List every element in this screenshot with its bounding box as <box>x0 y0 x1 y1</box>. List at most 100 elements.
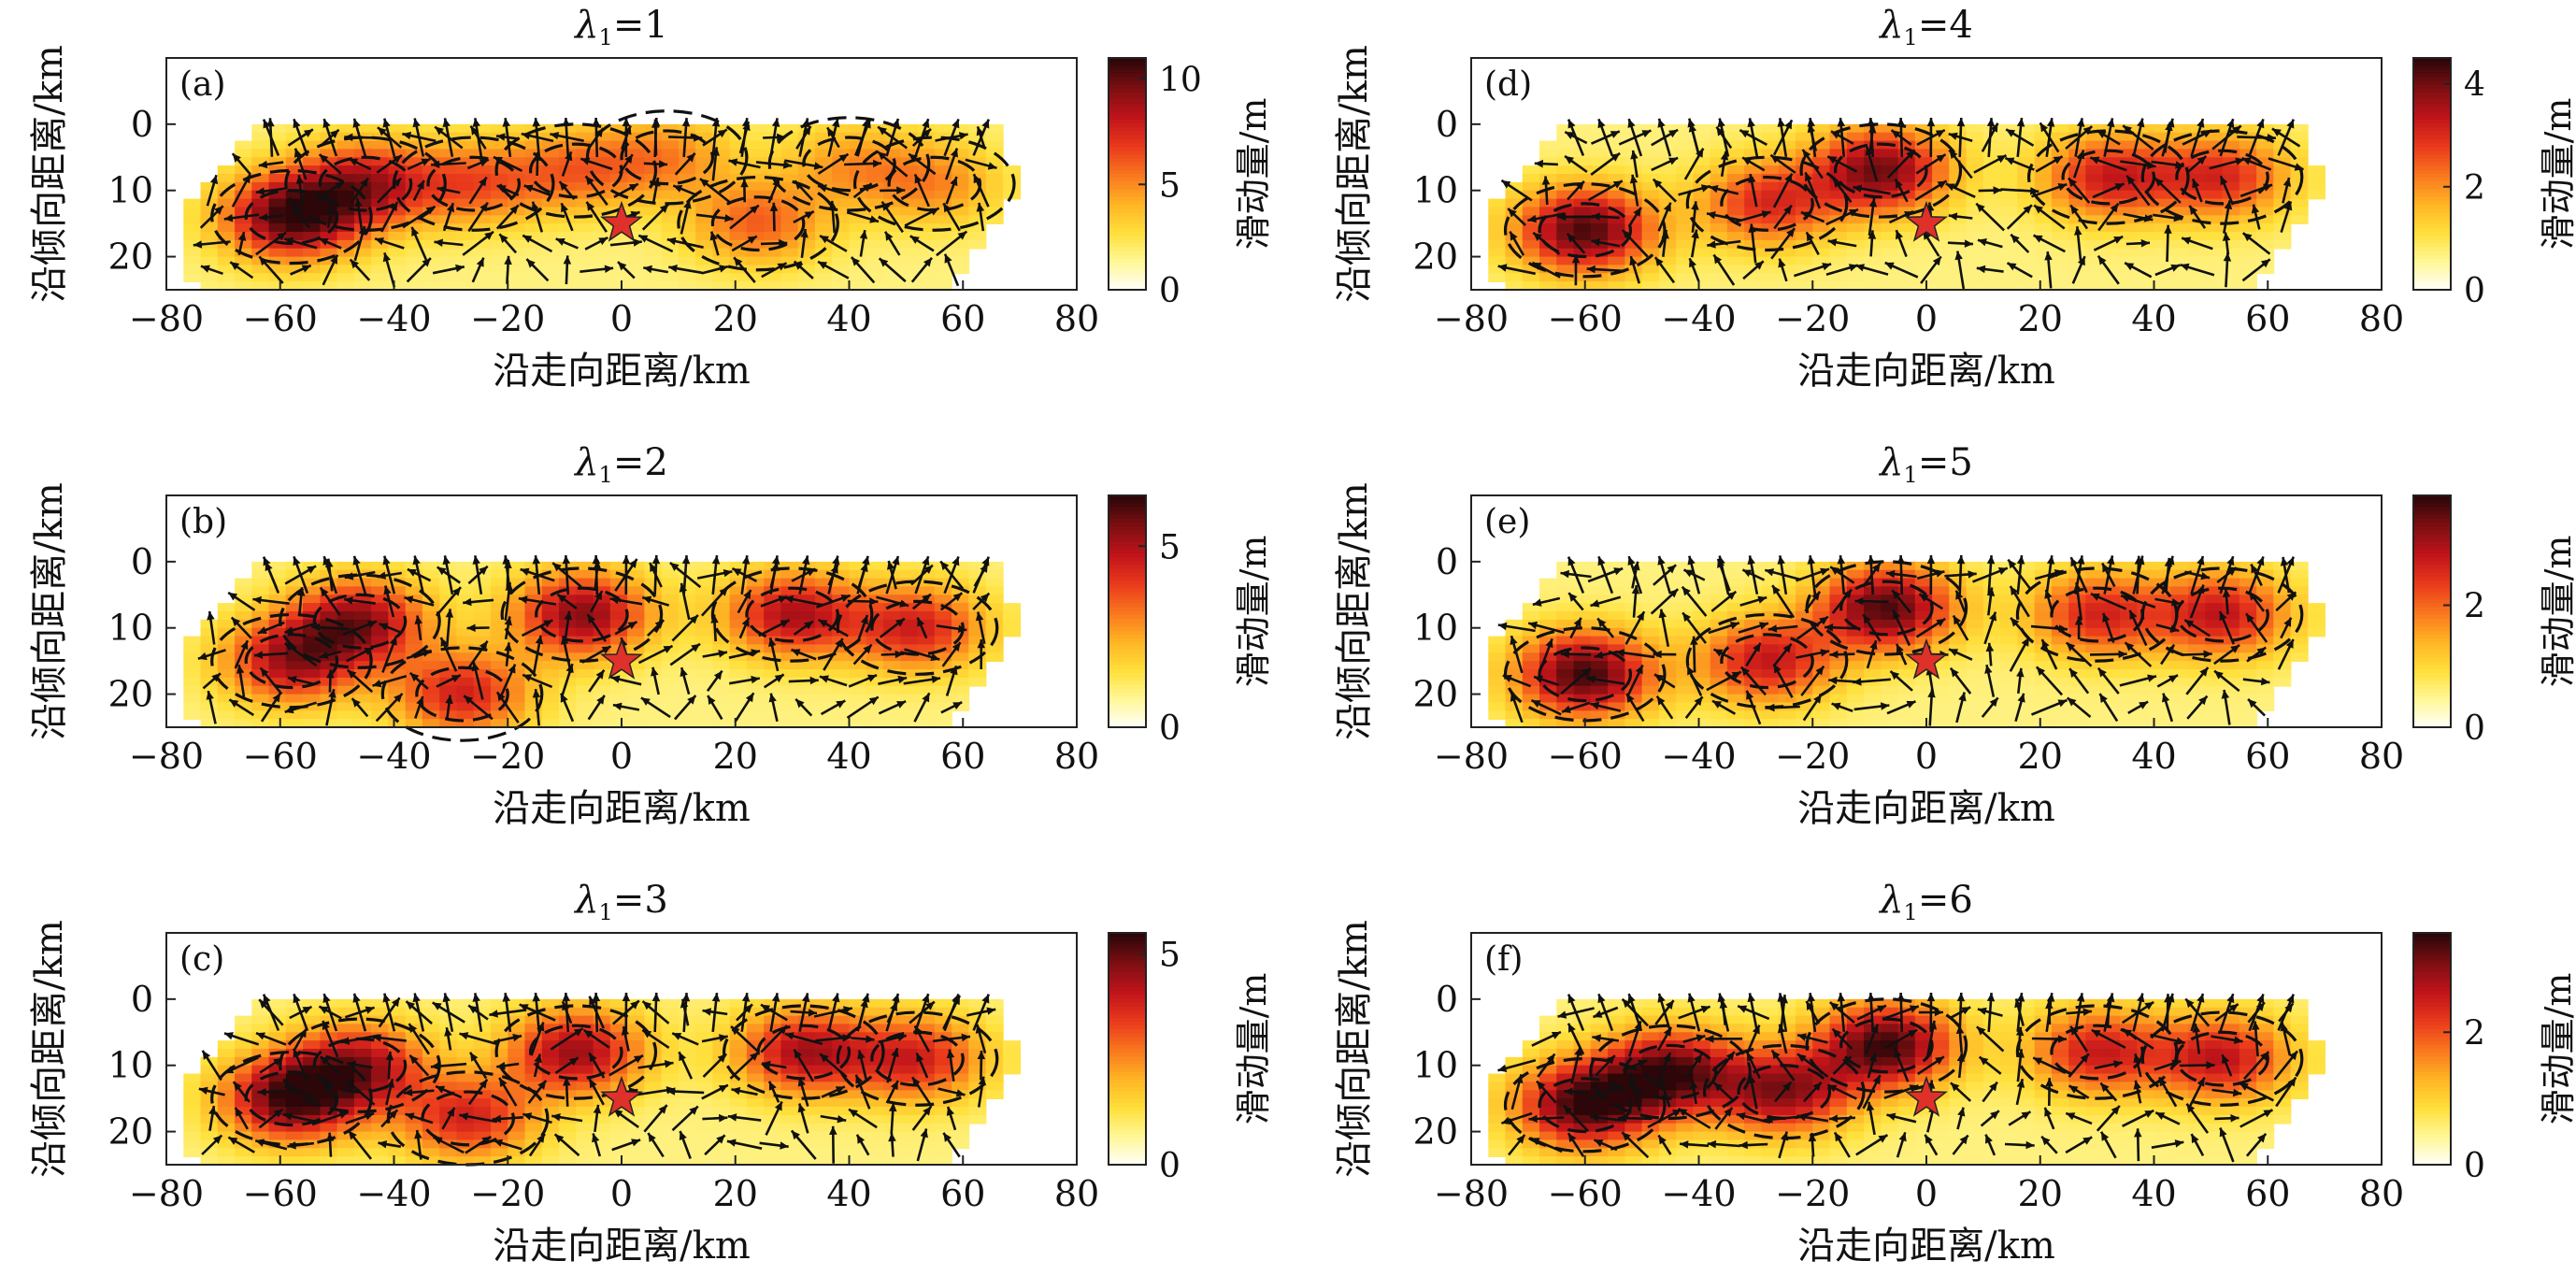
colorbar-segment <box>1109 254 1146 260</box>
slip-cell <box>1932 198 1951 208</box>
slip-cell <box>336 1032 355 1041</box>
colorbar-segment <box>1109 138 1146 144</box>
slip-cell <box>251 149 270 159</box>
title-symbol: λ <box>573 879 598 922</box>
slip-cell <box>746 248 765 258</box>
slip-cell <box>2102 132 2121 142</box>
slip-cell <box>644 677 663 687</box>
slip-cell <box>183 1114 202 1125</box>
slip-cell <box>2068 207 2087 217</box>
slip-cell <box>371 1107 390 1116</box>
slip-vector-head <box>231 617 241 627</box>
slip-vectors <box>197 554 991 726</box>
slip-cell <box>627 1098 646 1108</box>
slip-vector-head <box>233 1082 242 1091</box>
colorbar-segment <box>1109 247 1146 252</box>
slip-cell <box>1556 140 1575 150</box>
slip-vector-head <box>319 154 329 164</box>
slip-cell <box>1881 232 1899 241</box>
colorbar-segment <box>1109 503 1146 508</box>
slip-cell <box>353 1148 372 1157</box>
slip-vector-head <box>451 675 461 682</box>
slip-cell <box>405 661 423 670</box>
slip-vector-head <box>930 652 940 662</box>
slip-cell <box>1914 123 1933 134</box>
slip-cell <box>1949 149 1968 159</box>
slip-cell <box>508 627 526 638</box>
slip-cell <box>1846 140 1865 150</box>
slip-cell <box>456 636 475 646</box>
slip-vector-head <box>987 162 997 170</box>
slip-vector-head <box>640 697 651 706</box>
slip-vector-head <box>642 595 652 604</box>
slip-cell <box>1881 149 1899 159</box>
slip-cell <box>1710 281 1728 291</box>
slip-cell <box>1658 174 1677 183</box>
slip-cell <box>491 578 509 588</box>
slip-vector-head <box>917 617 925 627</box>
colorbar-tick-label: 0 <box>1159 709 1181 748</box>
colorbar-segment <box>1109 223 1146 229</box>
slip-cell <box>609 132 628 142</box>
slip-cell <box>405 627 423 638</box>
slip-cell <box>1726 273 1745 282</box>
slip-cell <box>866 561 884 571</box>
slip-cell <box>593 710 611 720</box>
slip-cell <box>968 1065 987 1075</box>
slip-cell <box>849 652 867 662</box>
slip-cell <box>371 578 390 588</box>
slip-cell <box>1744 256 1763 266</box>
slip-cell <box>371 281 390 291</box>
slip-cell <box>934 1123 952 1133</box>
slip-cell <box>593 1082 611 1092</box>
slip-cell <box>268 603 287 612</box>
slip-cell <box>729 215 748 224</box>
slip-cell <box>832 265 851 275</box>
slip-cell <box>235 273 253 282</box>
slip-cell <box>1812 190 1831 200</box>
slip-cell <box>1590 281 1609 291</box>
slip-vector-head <box>375 237 384 246</box>
slip-cell <box>541 256 560 266</box>
slip-cell <box>866 677 884 687</box>
slip-cell <box>251 710 270 720</box>
slip-vector-head <box>832 993 840 1003</box>
slip-cell <box>985 207 1004 217</box>
slip-cell <box>285 1024 304 1034</box>
slip-cell <box>1693 190 1711 200</box>
slip-vector-head <box>358 225 366 236</box>
slip-cell <box>491 1098 509 1108</box>
slip-vector-head <box>863 119 871 129</box>
slip-cell <box>576 603 594 612</box>
slip-vector-head <box>897 675 908 684</box>
slip-cell <box>217 207 236 217</box>
slip-cell <box>934 232 952 241</box>
slip-cell <box>678 561 696 571</box>
slip-cell <box>593 1123 611 1133</box>
slip-cell <box>644 619 663 629</box>
slip-vector-head <box>977 639 985 649</box>
slip-cell <box>405 710 423 720</box>
slip-cell <box>1693 132 1711 142</box>
slip-cell <box>917 1015 936 1025</box>
slip-cell <box>508 1107 526 1116</box>
slip-cell <box>405 1049 423 1058</box>
slip-cell <box>2068 174 2087 183</box>
slip-cell <box>678 223 696 233</box>
slip-cell <box>285 1148 304 1157</box>
slip-cell <box>1897 239 1916 250</box>
slip-vector-head <box>255 187 265 195</box>
colorbar-segment <box>1109 541 1146 547</box>
slip-cell <box>780 1156 799 1166</box>
slip-cell <box>746 595 765 604</box>
slip-cell <box>1608 232 1626 241</box>
slip-cell <box>336 619 355 629</box>
slip-cell <box>985 652 1004 662</box>
slip-vector-head <box>808 1009 817 1017</box>
slip-cell <box>849 1123 867 1133</box>
slip-cell <box>1693 223 1711 233</box>
slip-vector-head <box>436 185 447 194</box>
slip-cell <box>473 998 492 1009</box>
slip-cell <box>1966 198 1984 208</box>
slip-cell <box>695 1040 714 1050</box>
